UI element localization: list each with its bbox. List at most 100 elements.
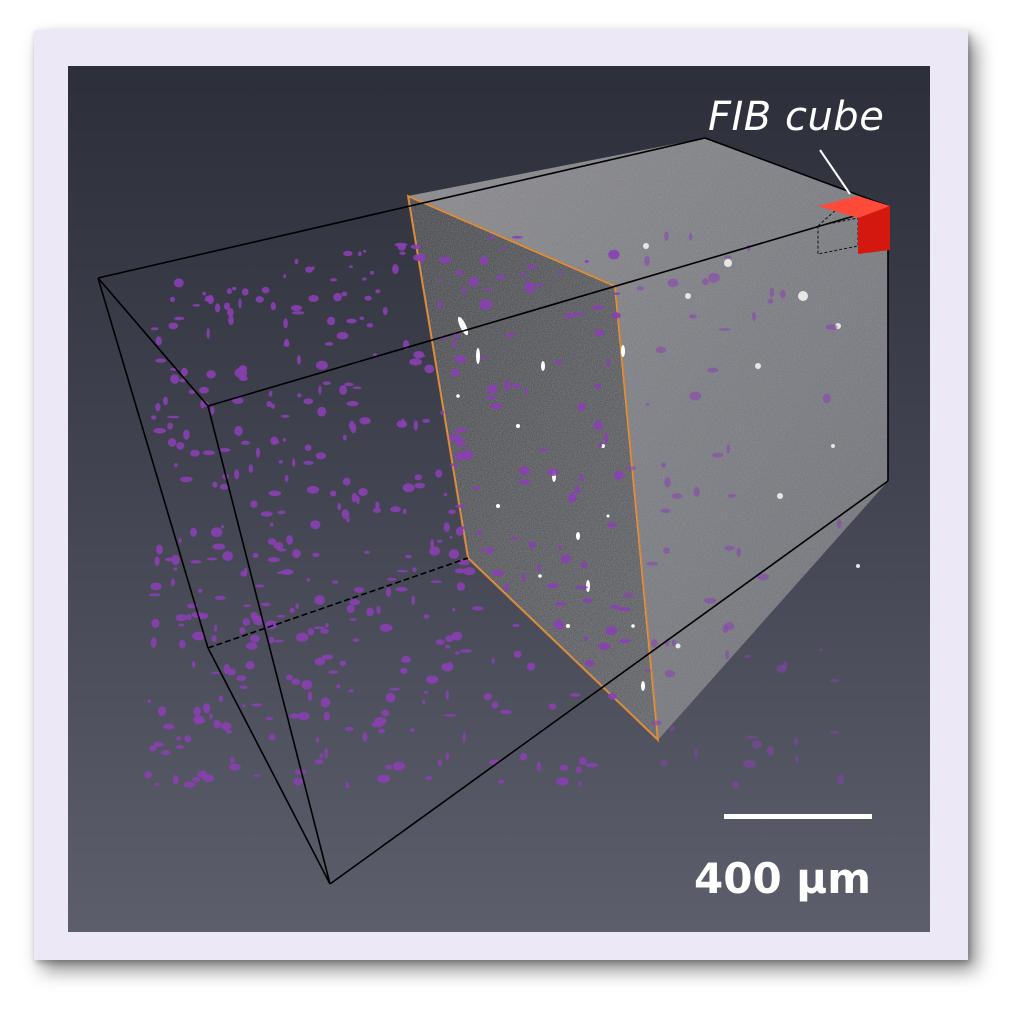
particle <box>373 507 381 513</box>
particle <box>144 771 152 779</box>
particle <box>174 316 185 321</box>
particle <box>218 448 231 452</box>
particle <box>239 685 248 689</box>
particle <box>181 367 188 377</box>
particle <box>325 342 334 346</box>
particle <box>578 757 587 765</box>
particle <box>512 623 520 628</box>
particle <box>498 779 505 784</box>
particle <box>328 670 339 674</box>
particle <box>274 639 284 643</box>
particle <box>453 334 460 339</box>
particle <box>592 305 604 310</box>
particle <box>422 418 431 423</box>
particle <box>210 406 215 415</box>
particle <box>645 561 659 566</box>
particle <box>377 774 390 783</box>
particle <box>321 654 334 660</box>
fib-cube-leader-line <box>819 149 851 195</box>
particle <box>284 474 289 482</box>
particle <box>351 492 358 503</box>
particle <box>376 605 381 615</box>
particle <box>227 308 234 317</box>
particle <box>558 545 562 550</box>
particle <box>414 482 426 489</box>
particle <box>577 402 586 412</box>
particle <box>445 752 450 761</box>
particle <box>150 637 157 648</box>
particle <box>346 604 355 613</box>
particle <box>564 312 575 319</box>
particle <box>743 759 756 768</box>
particle <box>702 278 709 285</box>
particle <box>579 473 584 482</box>
particle <box>578 780 582 787</box>
particle <box>454 355 467 363</box>
particle <box>260 511 273 517</box>
particle <box>667 278 679 288</box>
particle <box>455 527 464 536</box>
particle <box>315 360 328 370</box>
particle <box>314 657 326 666</box>
particle <box>283 318 288 329</box>
particle <box>315 452 327 460</box>
particle <box>301 680 313 690</box>
particle <box>396 569 408 573</box>
particle <box>483 693 493 701</box>
particle <box>413 351 425 359</box>
particle <box>405 554 412 559</box>
particle <box>364 295 372 301</box>
particle <box>178 537 182 544</box>
particle <box>489 234 494 241</box>
particle <box>346 318 357 324</box>
particle <box>663 547 670 554</box>
particle <box>402 483 415 493</box>
particle <box>191 661 196 668</box>
particle <box>341 509 350 520</box>
particle <box>167 422 173 430</box>
particle <box>724 255 732 259</box>
particle <box>266 401 273 408</box>
particle <box>342 434 347 441</box>
particle <box>468 277 479 287</box>
particle <box>378 728 386 734</box>
particle <box>204 295 213 302</box>
particle <box>151 415 157 420</box>
particle <box>303 398 314 405</box>
particle <box>435 639 445 645</box>
particle <box>171 554 180 566</box>
particle <box>594 420 603 431</box>
particle <box>310 520 321 530</box>
particle <box>250 634 260 643</box>
particle <box>795 754 799 764</box>
particle <box>188 389 196 394</box>
particle <box>148 593 161 597</box>
particle <box>151 618 160 628</box>
particle <box>448 661 452 670</box>
particle <box>149 745 157 752</box>
particle <box>479 256 489 265</box>
particle <box>343 250 353 257</box>
particle <box>430 539 435 549</box>
particle <box>454 651 460 655</box>
particle <box>241 288 249 296</box>
particle <box>350 423 357 434</box>
particle <box>455 270 464 276</box>
particle <box>293 777 303 786</box>
particle <box>349 598 361 606</box>
particle <box>594 329 605 337</box>
particle <box>511 235 523 239</box>
particle <box>519 466 530 476</box>
particle <box>211 671 220 675</box>
particle <box>396 420 408 428</box>
particle <box>382 307 388 315</box>
particle <box>526 265 538 270</box>
particle <box>423 614 430 619</box>
particle <box>412 567 417 573</box>
particle <box>712 452 724 458</box>
particle <box>246 642 258 650</box>
particle <box>462 732 466 743</box>
particle <box>283 274 287 279</box>
particle <box>153 427 166 434</box>
particle <box>265 620 278 630</box>
